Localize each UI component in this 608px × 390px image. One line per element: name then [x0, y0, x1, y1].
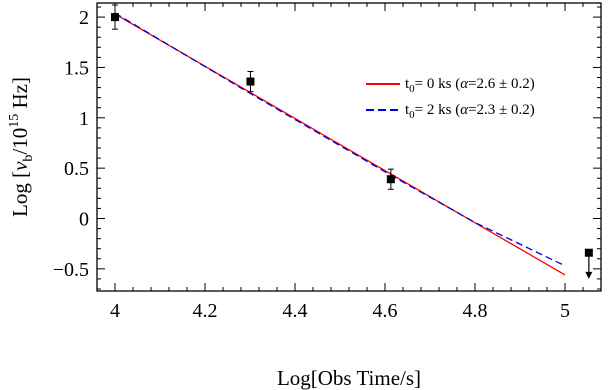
- ticks-layer: [96, 3, 602, 291]
- tick-labels-layer: 4 4.2 4.4 4.6 4.8 5 −0.5 0 0.5 1 1.5 2: [53, 7, 570, 322]
- y-axis-title-pre: Log [: [8, 171, 32, 217]
- x-tick-label: 4: [110, 300, 120, 322]
- x-tick-label: 5: [560, 300, 570, 322]
- x-axis-title: Log[Obs Time/s]: [277, 366, 421, 390]
- y-axis-title-post: Hz]: [8, 77, 32, 114]
- data-point: [386, 175, 395, 184]
- x-tick-label: 4.2: [193, 300, 218, 322]
- y-axis-title-mid: /10: [8, 128, 32, 155]
- fit-line-red-solid: [114, 13, 566, 276]
- x-tick-label: 4.4: [283, 300, 308, 322]
- legend-label-t0-0ks: t0= 0 ks (α=2.6 ± 0.2): [405, 76, 535, 95]
- x-tick-label: 4.6: [373, 300, 398, 322]
- data-point: [246, 77, 255, 86]
- y-tick-label: 0.5: [64, 158, 89, 180]
- upper-limit-arrow-head: [585, 271, 593, 279]
- y-tick-label: −0.5: [53, 259, 89, 281]
- y-axis-title: Log [νb/1015 Hz]: [7, 77, 36, 217]
- y-axis-title-sup: 15: [7, 114, 22, 128]
- legend: t0= 0 ks (α=2.6 ± 0.2) t0= 2 ks (α=2.3 ±…: [366, 76, 535, 121]
- points-layer: [111, 4, 593, 279]
- y-axis-title-sub: b: [21, 155, 36, 162]
- y-tick-label: 1: [79, 108, 89, 130]
- y-tick-label: 0: [79, 208, 89, 230]
- y-tick-label: 2: [79, 7, 89, 29]
- y-axis-title-nu: ν: [8, 161, 32, 171]
- upper-limit-point: [584, 248, 593, 257]
- data-point: [111, 13, 119, 22]
- x-tick-label: 4.8: [463, 300, 488, 322]
- y-tick-label: 1.5: [64, 57, 89, 79]
- legend-label-t0-2ks: t0= 2 ks (α=2.3 ± 0.2): [405, 102, 535, 121]
